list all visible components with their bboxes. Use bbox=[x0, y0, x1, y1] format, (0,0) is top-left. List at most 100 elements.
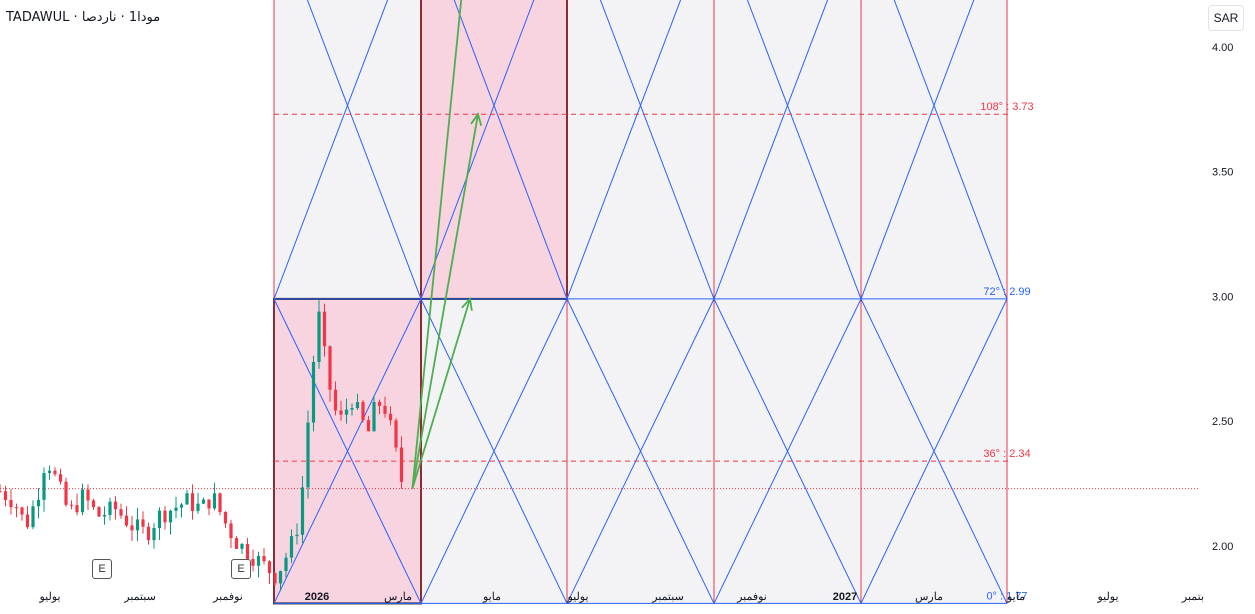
x-axis-tick-label: نوفمبر bbox=[212, 591, 243, 603]
candle-body bbox=[394, 420, 398, 448]
candle-body bbox=[152, 528, 156, 541]
candle-body bbox=[234, 538, 239, 549]
x-axis-tick-label: سبتمبر bbox=[123, 591, 156, 603]
candle-body bbox=[245, 543, 250, 560]
candle-body bbox=[25, 514, 30, 528]
gann-level-label: 0° : 1.77 bbox=[986, 590, 1027, 602]
candle-body bbox=[42, 472, 46, 500]
candle-body bbox=[278, 571, 283, 584]
gann-diagonal bbox=[273, 298, 422, 604]
candle-body bbox=[201, 499, 206, 504]
candle-body bbox=[124, 515, 129, 526]
candle-body bbox=[47, 470, 52, 473]
candle-body bbox=[190, 493, 195, 511]
candle-body bbox=[3, 491, 8, 501]
candle-body bbox=[102, 514, 107, 517]
candle-body bbox=[157, 510, 162, 529]
candle-body bbox=[80, 489, 85, 513]
candle-body bbox=[141, 519, 145, 527]
y-axis-tick-label: 3.00 bbox=[1212, 291, 1233, 303]
candle-body bbox=[179, 504, 184, 508]
candle-body bbox=[0, 491, 2, 493]
candle-body bbox=[75, 505, 79, 513]
candle-body bbox=[229, 523, 233, 539]
candle-body bbox=[306, 422, 310, 488]
candle-body bbox=[69, 504, 74, 506]
candle-body bbox=[322, 311, 327, 347]
projection-arrow bbox=[411, 0, 463, 489]
gann-level-label: 36° : 2.34 bbox=[983, 448, 1030, 460]
candle-body bbox=[300, 487, 305, 535]
candle-body bbox=[328, 346, 332, 390]
candle-body bbox=[31, 506, 35, 528]
candle-body bbox=[223, 511, 228, 524]
gann-diagonal bbox=[746, 0, 862, 300]
gann-diagonal bbox=[453, 0, 568, 300]
candle-body bbox=[97, 507, 101, 517]
gann-square-highlight bbox=[421, 0, 567, 299]
candle-body bbox=[9, 500, 13, 508]
candle-body bbox=[333, 389, 338, 411]
candle-body bbox=[135, 519, 140, 531]
candle-body bbox=[311, 362, 316, 423]
candle-body bbox=[284, 557, 288, 572]
candle-body bbox=[20, 507, 24, 515]
gann-level-label: 72° : 2.99 bbox=[983, 286, 1030, 298]
gann-diagonal bbox=[893, 0, 1008, 300]
gann-diagonal bbox=[566, 298, 715, 604]
candle-body bbox=[163, 510, 167, 523]
candle-body bbox=[108, 501, 112, 515]
x-axis-tick-label: نوفمبر bbox=[736, 591, 767, 603]
earnings-event-marker[interactable]: E bbox=[92, 559, 112, 579]
gann-diagonal bbox=[860, 298, 1008, 604]
projection-arrow-head bbox=[470, 112, 483, 126]
candle-body bbox=[366, 420, 371, 432]
candle-body bbox=[185, 493, 189, 505]
candle-body bbox=[344, 409, 349, 415]
gann-diagonal bbox=[306, 0, 422, 300]
x-axis-tick-label: 2026 bbox=[305, 591, 329, 603]
x-axis-tick-label: مايو bbox=[1006, 591, 1025, 603]
gann-diagonal bbox=[713, 298, 862, 604]
candle-body bbox=[218, 493, 222, 512]
projection-arrow bbox=[411, 298, 471, 489]
candle-body bbox=[251, 559, 255, 566]
x-axis-tick-label: يوليو bbox=[1096, 591, 1118, 603]
projection-arrow bbox=[411, 114, 479, 489]
candle-body bbox=[91, 500, 96, 508]
candle-body bbox=[273, 573, 277, 584]
candle-body bbox=[383, 405, 387, 414]
x-axis-tick-label: يوليو bbox=[38, 591, 60, 603]
candle-body bbox=[317, 311, 321, 363]
candle-body bbox=[119, 509, 123, 516]
candle-body bbox=[256, 555, 261, 566]
candle-body bbox=[372, 401, 376, 432]
candle-body bbox=[207, 499, 211, 509]
candle-body bbox=[388, 413, 393, 421]
candle-body bbox=[86, 489, 90, 501]
candle-body bbox=[174, 507, 178, 511]
y-axis-tick-label: 2.50 bbox=[1212, 416, 1233, 428]
candle-body bbox=[295, 534, 299, 537]
candle-body bbox=[399, 447, 404, 482]
earnings-event-marker[interactable]: E bbox=[231, 559, 251, 579]
symbol-title: TADAWUL · مودا1 · ناردصا bbox=[6, 10, 161, 25]
candle-body bbox=[36, 499, 41, 507]
candle-body bbox=[146, 526, 151, 541]
y-axis-tick-label: 3.50 bbox=[1212, 167, 1233, 179]
projection-arrow-head bbox=[461, 296, 473, 311]
x-axis-tick-label: يوليو bbox=[566, 591, 588, 603]
y-axis-tick-label: 4.00 bbox=[1212, 42, 1233, 54]
candle-body bbox=[267, 561, 272, 574]
x-axis-tick-label: مايو bbox=[482, 591, 501, 603]
last-price-badge: 2.23 bbox=[1209, 510, 1233, 525]
candle-body bbox=[58, 474, 63, 482]
x-axis-tick-label: بتمبر bbox=[1181, 591, 1204, 603]
candle-body bbox=[168, 510, 173, 523]
y-axis-tick-label: 2.00 bbox=[1212, 541, 1233, 553]
candle-body bbox=[14, 507, 19, 509]
currency-button[interactable]: SAR bbox=[1208, 5, 1244, 31]
candle-body bbox=[262, 555, 266, 562]
